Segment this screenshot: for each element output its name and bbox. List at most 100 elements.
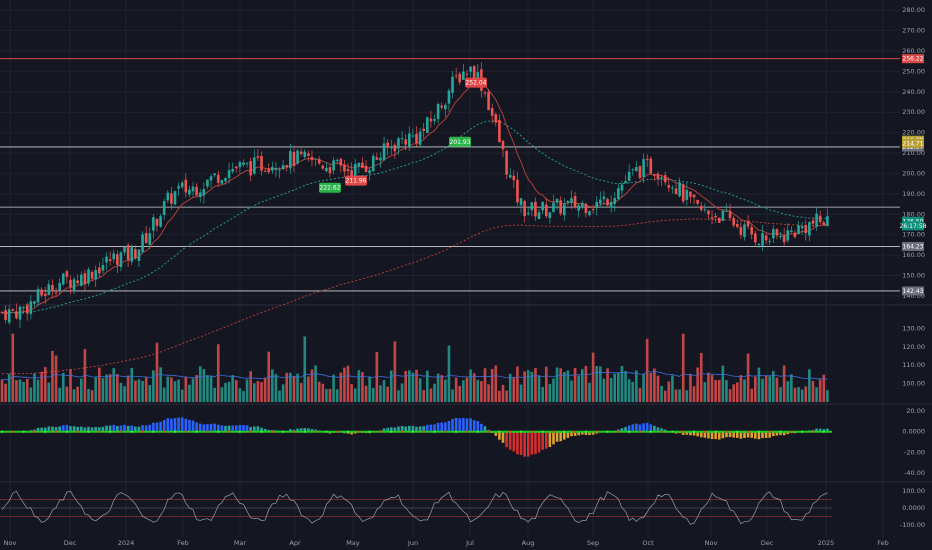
- candle-body: [599, 199, 602, 204]
- oscillator-panel: [0, 490, 832, 525]
- volume-bar: [195, 374, 198, 402]
- squeeze-dot: [173, 430, 177, 433]
- volume-bar: [447, 345, 451, 402]
- macd-histogram-bar: [94, 427, 98, 432]
- volume-bar: [159, 367, 162, 402]
- volume-bar: [4, 383, 7, 402]
- volume-bar: [508, 373, 512, 402]
- candle-body: [465, 73, 469, 75]
- squeeze-dot: [801, 430, 804, 433]
- volume-bar: [213, 387, 216, 402]
- macd-histogram-bar: [116, 425, 119, 432]
- candle-body: [25, 304, 29, 314]
- volume-bar: [526, 370, 530, 402]
- candle-body: [353, 163, 357, 179]
- candle-body: [469, 66, 472, 72]
- macd-histogram-bar: [454, 417, 458, 432]
- macd-histogram-bar: [451, 418, 454, 432]
- candle-body: [325, 167, 328, 172]
- macd-histogram-bar: [544, 431, 548, 449]
- volume-bar: [292, 375, 296, 402]
- macd-histogram-bar: [743, 431, 746, 438]
- volume-bar: [581, 369, 584, 402]
- candle-body: [667, 185, 671, 188]
- candle-body: [260, 156, 263, 171]
- time-tick-label: Dec: [64, 539, 77, 547]
- volume-bar: [512, 377, 516, 402]
- candle-body: [415, 133, 418, 144]
- candle-body: [548, 212, 552, 219]
- macd-histogram-bar: [786, 431, 790, 435]
- macd-histogram-bar: [750, 431, 754, 438]
- candle-body: [721, 210, 725, 221]
- candle-body: [249, 161, 252, 176]
- squeeze-dot: [76, 430, 79, 433]
- macd-histogram-bar: [505, 431, 508, 448]
- volume-bar: [72, 389, 76, 402]
- macd-histogram-bar: [227, 425, 231, 432]
- volume-bar: [433, 383, 436, 402]
- macd-histogram-bar: [407, 425, 411, 432]
- candle-body: [292, 152, 296, 166]
- volume-bar: [653, 368, 656, 402]
- volume-bar: [505, 390, 508, 402]
- macd-histogram-bar: [739, 431, 743, 439]
- candle-body: [202, 189, 206, 196]
- volume-bar: [617, 372, 620, 402]
- macd-histogram-bar: [65, 424, 69, 432]
- macd-histogram-bar: [159, 421, 162, 432]
- time-tick-label: Nov: [4, 539, 17, 547]
- volume-bar: [303, 336, 307, 402]
- macd-histogram-bar: [714, 431, 717, 440]
- macd-histogram-bar: [523, 431, 526, 457]
- candle-body: [782, 235, 786, 243]
- squeeze-dot: [573, 430, 577, 433]
- candle-body: [508, 174, 512, 178]
- volume-bar: [768, 376, 772, 402]
- macd-histogram-bar: [126, 425, 130, 432]
- volume-bar: [472, 373, 476, 402]
- candle-body: [418, 131, 422, 145]
- time-tick-label: 2025: [818, 539, 835, 547]
- candle-body: [519, 198, 523, 206]
- macd-histogram-bar: [224, 425, 227, 432]
- candle-body: [126, 245, 130, 260]
- volume-bar: [689, 373, 692, 402]
- macd-histogram-bar: [389, 427, 393, 432]
- volume-bar: [234, 380, 238, 402]
- candle-body: [638, 166, 642, 178]
- candle-body: [33, 301, 36, 304]
- volume-bar: [772, 371, 775, 402]
- candle-body: [47, 284, 51, 296]
- volume-bar: [249, 371, 252, 402]
- volume-bar: [566, 370, 570, 402]
- candle-body: [112, 253, 116, 260]
- volume-bar: [353, 388, 357, 402]
- squeeze-dot: [671, 430, 674, 433]
- volume-bar: [108, 374, 112, 402]
- time-tick-label: Mar: [234, 539, 247, 547]
- candle-body: [775, 229, 779, 236]
- squeeze-dot: [11, 430, 14, 433]
- volume-bar: [750, 388, 754, 402]
- candle-body: [404, 139, 407, 145]
- macd-histogram-bar: [631, 424, 635, 432]
- volume-bar: [98, 367, 101, 402]
- macd-histogram-bar: [386, 427, 389, 432]
- candle-body: [530, 202, 534, 211]
- candle-body: [757, 243, 761, 245]
- price-tick-label: 270.00: [902, 27, 925, 35]
- macd-tick-label: 0.0000: [902, 428, 925, 436]
- squeeze-dot: [357, 430, 360, 433]
- macd-histogram-bar: [238, 425, 242, 432]
- volume-bar: [735, 382, 739, 402]
- volume-bar: [498, 390, 501, 402]
- candle-body: [76, 280, 79, 284]
- candle-body: [371, 155, 375, 172]
- candle-body: [581, 202, 584, 208]
- macd-histogram-bar: [134, 426, 137, 432]
- volume-bar: [61, 372, 65, 402]
- squeeze-dot: [498, 430, 501, 433]
- macd-histogram-bar: [779, 431, 782, 436]
